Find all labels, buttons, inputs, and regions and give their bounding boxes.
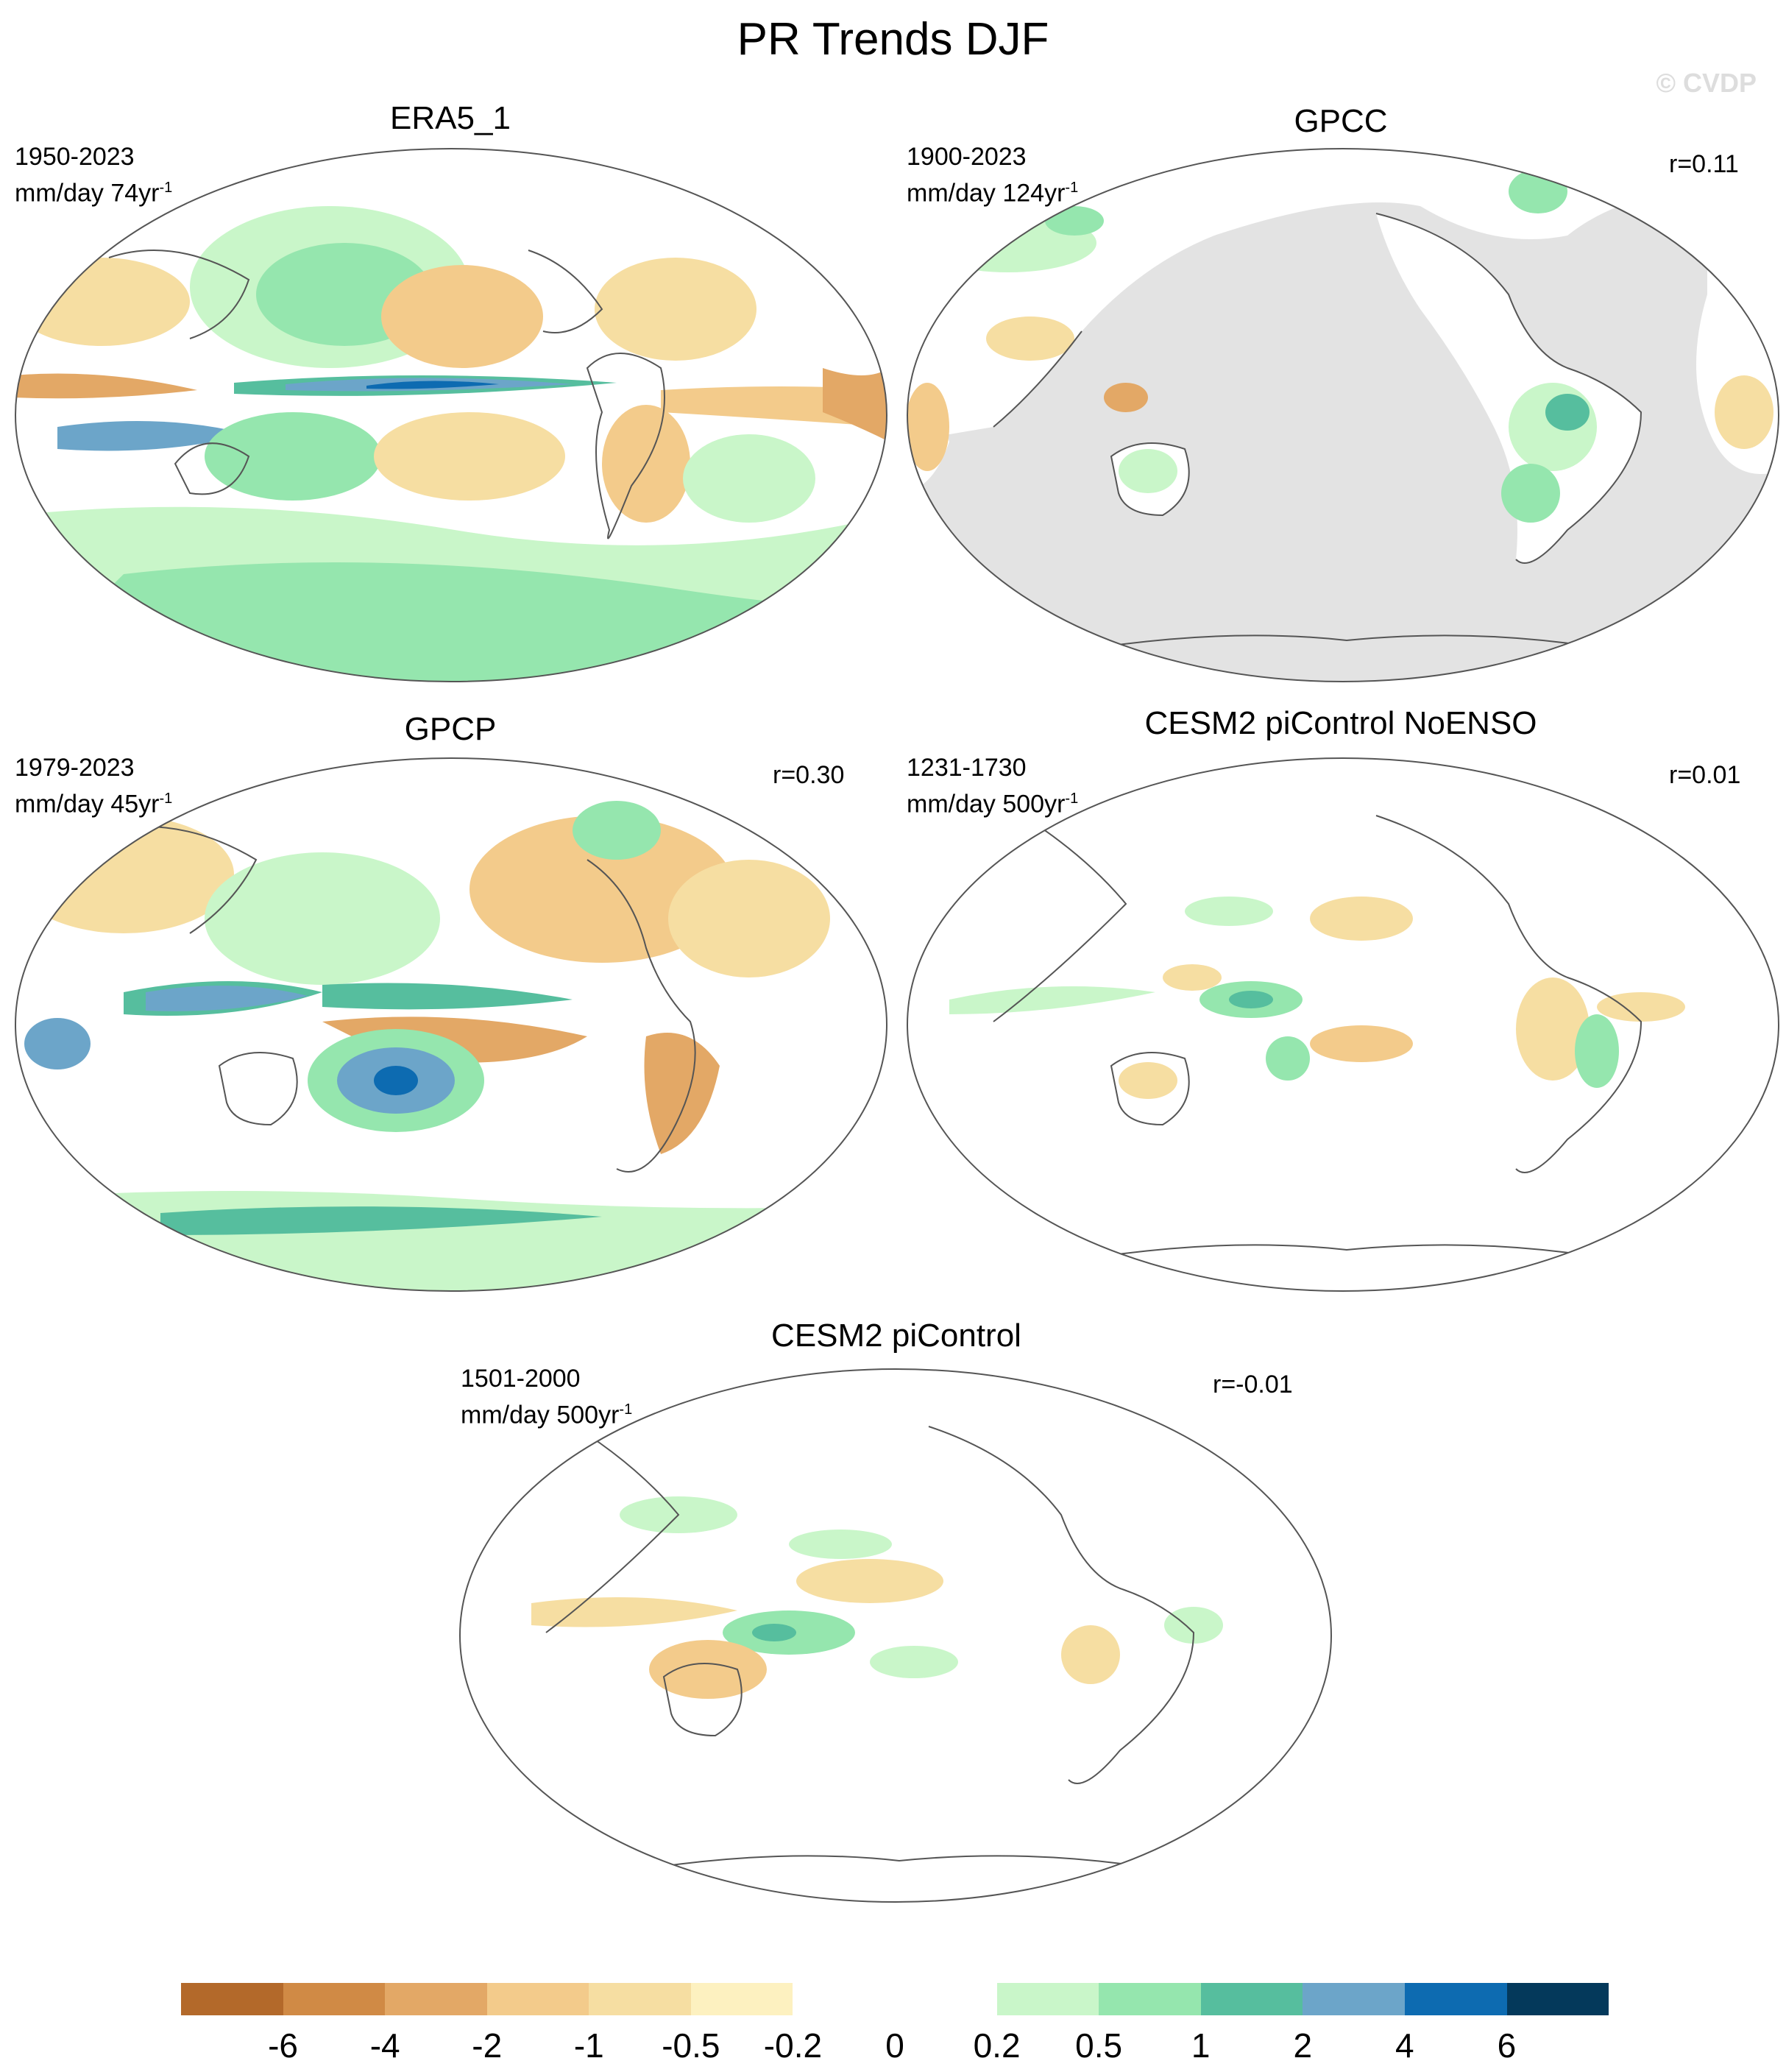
cvdp-watermark: © CVDP [1656, 68, 1757, 98]
panel-annotation-gpcp: 1979-2023 mm/day 45yr-1 [15, 752, 172, 819]
colorbar-swatch [1506, 1983, 1609, 2015]
colorbar-tick-label: -2 [472, 2026, 503, 2065]
colorbar-tick-label: 0.2 [973, 2026, 1021, 2065]
colorbar-swatch [1404, 1983, 1507, 2015]
colorbar-swatch [181, 1983, 283, 2015]
units-label: mm/day 124yr-1 [907, 179, 1079, 208]
colorbar-tick-label: 2 [1293, 2026, 1313, 2065]
panel-annotation-cesm2-noenso: 1231-1730 mm/day 500yr-1 [907, 752, 1078, 819]
period-label: 1900-2023 [907, 143, 1027, 171]
colorbar-tick-label: -4 [369, 2026, 400, 2065]
correlation-gpcc: r=0.11 [1669, 150, 1739, 178]
map-cesm2-noenso [907, 757, 1779, 1292]
colorbar-swatch [1303, 1983, 1405, 2015]
colorbar-swatch [283, 1983, 386, 2015]
period-label: 1231-1730 [907, 754, 1027, 782]
colorbar-tick-label: -0.5 [662, 2026, 720, 2065]
panel-title-cesm2: CESM2 piControl [771, 1318, 1021, 1354]
colorbar-swatch [690, 1983, 793, 2015]
colorbar-swatch [1200, 1983, 1303, 2015]
colorbar-tick-label: 0 [885, 2026, 904, 2065]
units-label: mm/day 500yr-1 [907, 790, 1079, 818]
colorbar-tick-label: 4 [1395, 2026, 1414, 2065]
period-label: 1950-2023 [15, 143, 135, 171]
period-label: 1979-2023 [15, 754, 135, 782]
map-gpcp [15, 757, 887, 1292]
colorbar-tick-label: 0.5 [1075, 2026, 1123, 2065]
panel-title-gpcc: GPCC [1294, 103, 1388, 139]
correlation-cesm2: r=-0.01 [1213, 1371, 1293, 1399]
correlation-cesm2-noenso: r=0.01 [1669, 761, 1741, 789]
units-label: mm/day 45yr-1 [15, 790, 173, 818]
panel-annotation-era5: 1950-2023 mm/day 74yr-1 [15, 141, 172, 208]
colorbar [181, 1983, 1609, 2015]
map-gpcc [907, 148, 1779, 682]
panel-annotation-cesm2: 1501-2000 mm/day 500yr-1 [461, 1363, 632, 1430]
colorbar-swatch [385, 1983, 487, 2015]
colorbar-tick-label: -6 [268, 2026, 299, 2065]
colorbar-swatch [996, 1983, 1099, 2015]
units-label: mm/day 500yr-1 [461, 1401, 633, 1429]
colorbar-swatch [793, 1983, 896, 2015]
correlation-gpcp: r=0.30 [773, 761, 845, 789]
panel-title-gpcp: GPCP [404, 711, 497, 747]
colorbar-swatch [1099, 1983, 1201, 2015]
colorbar-tick-label: -1 [573, 2026, 604, 2065]
panel-title-era5: ERA5_1 [390, 100, 511, 136]
colorbar-swatch [589, 1983, 691, 2015]
colorbar-swatch [895, 1983, 997, 2015]
map-cesm2 [459, 1368, 1332, 1903]
units-label: mm/day 74yr-1 [15, 179, 173, 208]
panel-title-cesm2-noenso: CESM2 piControl NoENSO [1144, 705, 1537, 741]
period-label: 1501-2000 [461, 1365, 581, 1393]
colorbar-tick-label: 1 [1191, 2026, 1211, 2065]
colorbar-tick-label: -0.2 [763, 2026, 823, 2065]
panel-annotation-gpcc: 1900-2023 mm/day 124yr-1 [907, 141, 1078, 208]
colorbar-tick-label: 6 [1497, 2026, 1517, 2065]
colorbar-swatch [486, 1983, 589, 2015]
figure-title: PR Trends DJF [737, 14, 1049, 65]
map-era5 [15, 148, 887, 682]
